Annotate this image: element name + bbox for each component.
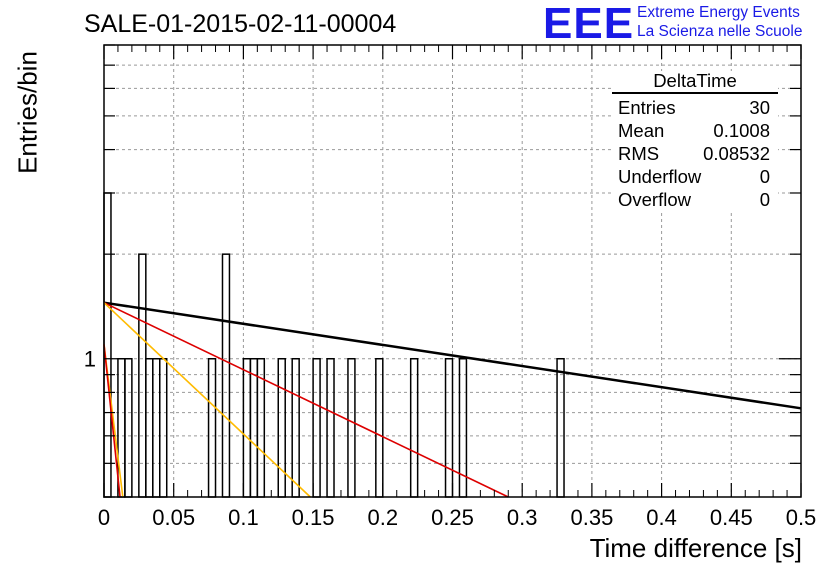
histogram-bar xyxy=(312,357,321,498)
logo-line-1: Extreme Energy Events xyxy=(637,4,800,21)
logo-line-2: La Scienza nelle Scuole xyxy=(637,23,803,40)
fit-line xyxy=(103,301,509,498)
histogram-title: SALE-01-2015-02-11-00004 xyxy=(84,10,397,38)
histogram-bar xyxy=(145,357,154,498)
histogram-bar xyxy=(347,357,356,498)
stats-title: DeltaTime xyxy=(612,71,778,94)
histogram-bar xyxy=(375,357,384,498)
stats-value: 0.1008 xyxy=(713,120,770,141)
x-tick-label: 0.1 xyxy=(228,505,259,530)
histogram-bar xyxy=(221,253,231,498)
stats-label: Mean xyxy=(618,120,665,141)
histogram-bar xyxy=(159,357,168,498)
histogram-bar xyxy=(242,357,252,498)
stats-row-overflow: Overflow 0 xyxy=(612,188,778,211)
histogram-bar xyxy=(291,357,300,498)
stats-label: RMS xyxy=(618,143,660,164)
fit-lines xyxy=(103,301,802,498)
x-tick-label: 0.5 xyxy=(786,505,817,530)
stats-value: 0.08532 xyxy=(703,143,770,164)
histogram-bar xyxy=(152,357,161,498)
histogram-bar xyxy=(326,357,335,498)
histogram-bar xyxy=(124,357,133,498)
stats-label: Underflow xyxy=(618,166,702,187)
stats-row-entries: Entries 30 xyxy=(612,96,778,119)
histogram-bar xyxy=(138,253,147,498)
x-tick-label: 0 xyxy=(98,505,110,530)
x-tick-label: 0.45 xyxy=(710,505,753,530)
stats-value: 30 xyxy=(749,97,770,118)
stats-value: 0 xyxy=(759,189,770,210)
eee-logo: EEE xyxy=(543,0,635,48)
y-axis-label: Entries/bin xyxy=(12,51,43,174)
histogram-bar xyxy=(277,357,286,498)
stats-label: Overflow xyxy=(618,189,691,210)
x-tick-label: 0.05 xyxy=(152,505,195,530)
stats-row-rms: RMS 0.08532 xyxy=(612,142,778,165)
histogram-bar xyxy=(444,357,454,498)
histogram-bars xyxy=(103,192,565,498)
x-tick-label: 0.35 xyxy=(570,505,613,530)
fit-line xyxy=(103,302,311,498)
histogram-bar xyxy=(103,192,112,498)
histogram-bar xyxy=(117,357,126,498)
x-tick-label: 0.15 xyxy=(292,505,335,530)
histogram-bar xyxy=(409,357,419,498)
plot-frame xyxy=(103,44,802,498)
histogram-bar xyxy=(556,357,565,498)
histogram-bar xyxy=(207,357,217,498)
x-axis-label: Time difference [s] xyxy=(589,533,802,563)
x-tick-label: 0.2 xyxy=(368,505,399,530)
x-tick-label: 0.4 xyxy=(646,505,677,530)
histogram-bar xyxy=(249,357,259,498)
y-tick-label: 1 xyxy=(84,347,96,372)
stats-box: DeltaTime Entries 30 Mean 0.1008 RMS 0.0853… xyxy=(612,71,778,211)
x-tick-label: 0.25 xyxy=(431,505,474,530)
stats-value: 0 xyxy=(759,166,770,187)
stats-row-mean: Mean 0.1008 xyxy=(612,119,778,142)
x-tick-label: 0.3 xyxy=(507,505,538,530)
fit-line xyxy=(103,344,121,498)
stats-label: Entries xyxy=(618,97,676,118)
fit-line xyxy=(103,301,802,410)
eee-logo-text: Extreme Energy Events La Scienza nelle S… xyxy=(637,3,802,41)
stats-row-underflow: Underflow 0 xyxy=(612,165,778,188)
tick-labels: 0 0.05 0.1 0.15 0.2 0.25 0.3 0.35 0.4 0.45 0.5 1 xyxy=(84,347,817,530)
